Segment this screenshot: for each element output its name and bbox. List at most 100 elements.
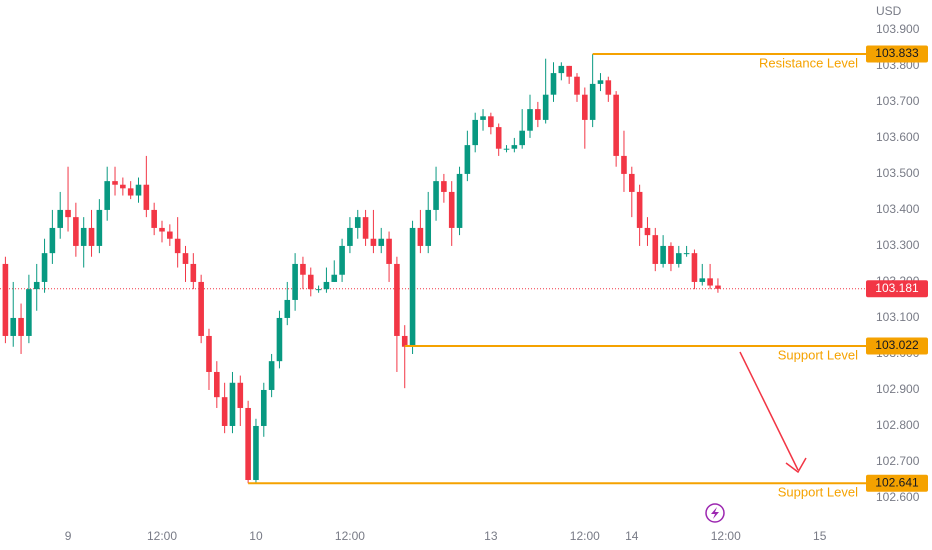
candle-body [190, 263, 197, 282]
x-tick-label: 15 [813, 529, 827, 543]
candle-body [644, 227, 651, 236]
candle-body [495, 127, 502, 149]
candle-body [660, 245, 666, 264]
candle-body [127, 188, 134, 196]
y-tick-label: 103.900 [876, 22, 920, 36]
x-tick-label: 12:00 [147, 529, 177, 543]
candle-body [57, 209, 64, 228]
candle-body [417, 227, 424, 246]
candle-body [401, 335, 408, 347]
candle-body [707, 278, 713, 286]
candle-body [237, 382, 244, 408]
candle-body [433, 181, 439, 210]
candle-body [558, 65, 565, 74]
candle-body [49, 227, 56, 254]
candle-body [331, 274, 338, 282]
level-value: 103.022 [875, 338, 919, 352]
candle-body [691, 253, 698, 282]
candle-body [503, 148, 510, 150]
candle-body [511, 145, 518, 149]
candle-body [535, 109, 541, 120]
candle-body [174, 238, 181, 254]
candle-body [167, 231, 173, 239]
candle-body [182, 253, 189, 264]
level-badge [866, 337, 928, 355]
candle-body [143, 184, 150, 210]
candle-body [347, 227, 353, 246]
y-tick-label: 103.300 [876, 238, 920, 252]
candle-body [73, 217, 79, 246]
candle-body [198, 281, 204, 336]
candle-body [214, 371, 220, 398]
y-tick-label: 102.600 [876, 490, 920, 504]
candle-body [441, 181, 447, 192]
candle-body [675, 253, 682, 264]
y-tick-label: 103.100 [876, 310, 920, 324]
level-value: 103.833 [875, 46, 919, 60]
x-tick-label: 13 [484, 529, 498, 543]
candle-body [315, 289, 322, 291]
candle-body [574, 76, 580, 95]
level-value: 102.641 [875, 475, 919, 489]
level-label: Support Level [778, 485, 858, 500]
candle-body [566, 65, 572, 77]
y-tick-label: 103.400 [876, 202, 920, 216]
candle-body [582, 94, 588, 120]
candle-body [386, 238, 392, 264]
candle-body [339, 245, 345, 275]
candle-body [260, 389, 267, 426]
candle-body [112, 181, 118, 185]
candle-body [2, 263, 9, 336]
candle-body [456, 173, 463, 228]
candle-body [480, 116, 486, 120]
candle-body [80, 227, 87, 246]
x-tick-label: 12:00 [711, 529, 741, 543]
candle-body [621, 155, 627, 174]
y-tick-label: 102.800 [876, 418, 920, 432]
candle-body [253, 425, 259, 480]
candle-body [652, 235, 659, 264]
candle-body [307, 274, 314, 290]
candle-body [88, 227, 95, 246]
level-label: Resistance Level [759, 55, 858, 70]
level-label: Support Level [778, 347, 858, 362]
candle-body [96, 209, 103, 246]
y-tick-label: 103.500 [876, 166, 920, 180]
candle-body [151, 209, 157, 228]
candle-body [323, 281, 330, 290]
candle-body [18, 317, 24, 336]
candle-body [221, 397, 228, 426]
candle-body [464, 145, 471, 174]
y-tick-label: 102.700 [876, 454, 920, 468]
candle-body [519, 130, 525, 146]
candle-body [527, 109, 533, 131]
candle-body [292, 263, 298, 300]
candle-body [683, 253, 690, 255]
candle-body [65, 209, 71, 218]
forecast-arrow [739, 351, 807, 474]
candle-body [613, 94, 619, 156]
candle-body [41, 253, 48, 282]
candle-body [33, 281, 40, 290]
candle-body [26, 289, 32, 336]
candle-body [605, 80, 612, 95]
x-tick-label: 12:00 [335, 529, 365, 543]
candle-body [10, 317, 17, 336]
candle-body [629, 173, 635, 192]
candle-body [472, 119, 478, 146]
candle-body [699, 278, 706, 282]
lightning-icon [705, 503, 725, 523]
x-tick-label: 14 [625, 529, 639, 543]
candle-body [378, 238, 385, 246]
y-tick-label: 103.700 [876, 94, 920, 108]
candle-body [448, 191, 455, 228]
candle-body [276, 317, 283, 362]
candle-body [120, 184, 126, 189]
candle-body [425, 209, 432, 246]
candle-body [159, 227, 165, 232]
candle-body [300, 263, 306, 275]
x-tick-label: 12:00 [570, 529, 600, 543]
candle-body [370, 238, 377, 246]
candle-body [394, 263, 400, 336]
